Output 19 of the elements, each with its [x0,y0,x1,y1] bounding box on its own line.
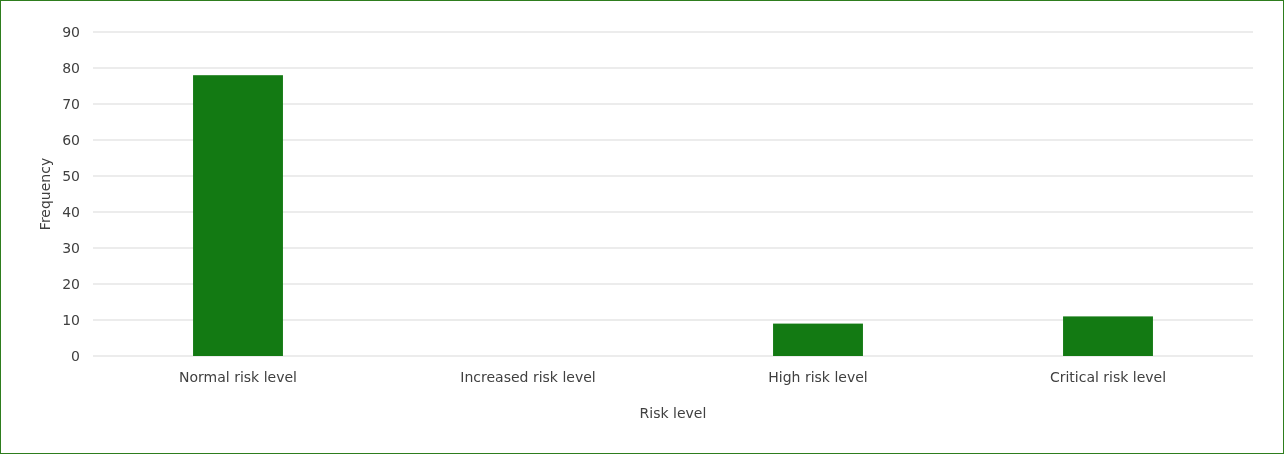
bar [773,323,863,356]
y-tick-label: 90 [62,23,80,40]
y-tick-label: 10 [62,311,80,328]
x-tick-label: Normal risk level [179,369,297,385]
y-tick-label: 50 [62,167,80,184]
x-tick-label: Critical risk level [1049,369,1167,385]
x-axis-title: Risk level [639,405,707,421]
x-tick-label: High risk level [768,369,868,385]
y-axis-title: Frequency [37,157,53,231]
x-tick-label: Increased risk level [460,369,596,385]
y-tick-label: 60 [62,131,80,148]
bar [1063,316,1153,356]
y-tick-label: 80 [62,59,80,76]
y-tick-label: 30 [62,239,80,256]
bar [193,75,283,356]
y-tick-label: 40 [62,203,80,220]
y-tick-label: 20 [62,275,80,292]
y-tick-label: 70 [62,95,80,112]
y-tick-label: 0 [71,347,80,364]
